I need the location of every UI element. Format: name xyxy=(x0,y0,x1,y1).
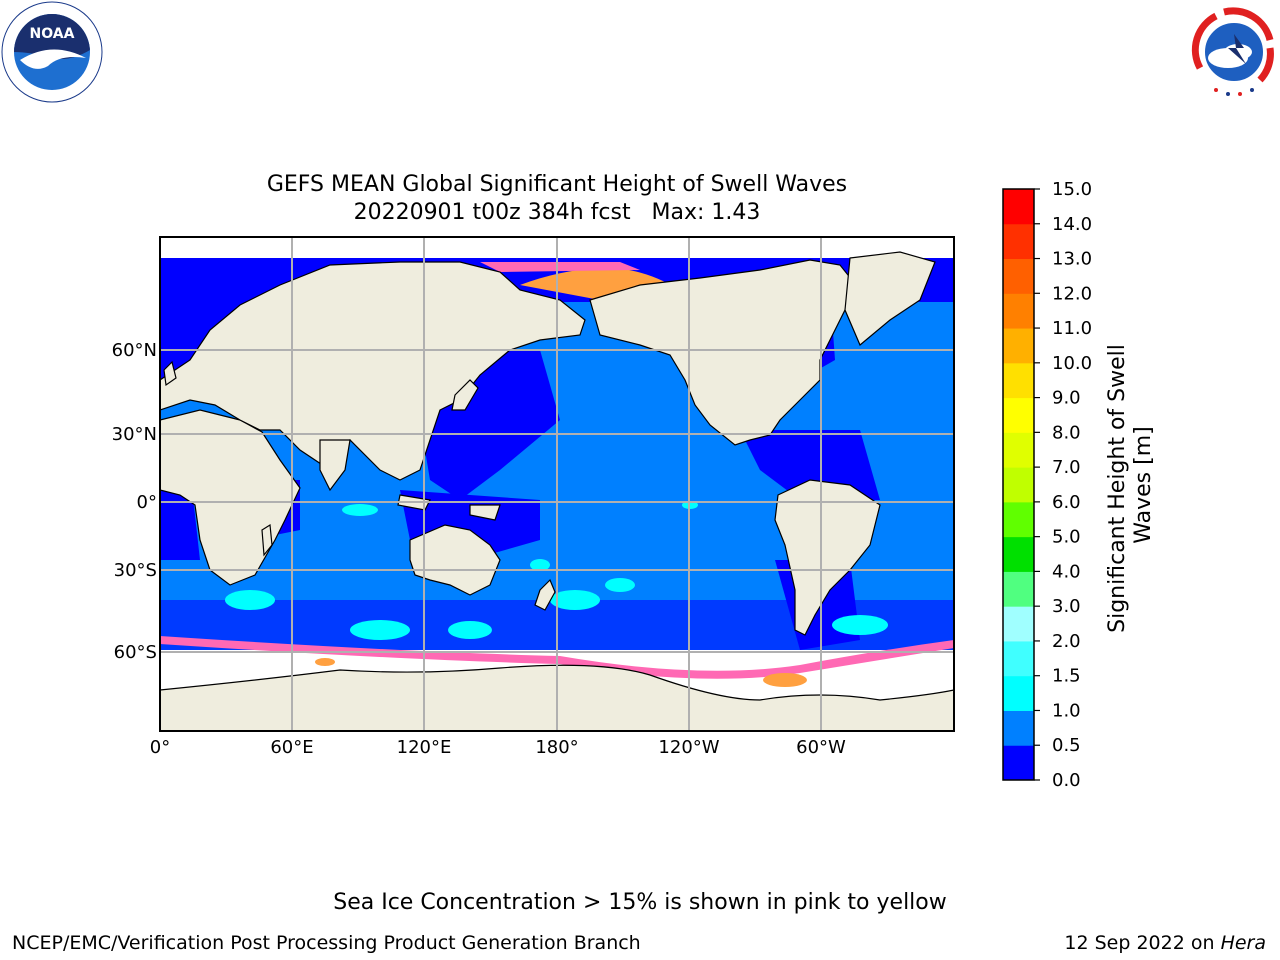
footer-credit: NCEP/EMC/Verification Post Processing Pr… xyxy=(12,932,641,954)
colorbar-tick-label: 1.0 xyxy=(1052,700,1081,721)
lat-label: 30°S xyxy=(114,560,157,581)
colorbar-segment xyxy=(1003,710,1034,746)
colorbar-tick-label: 4.0 xyxy=(1052,561,1081,582)
colorbar-tick-label: 10.0 xyxy=(1052,353,1092,374)
footer-date-text: 12 Sep 2022 on xyxy=(1064,932,1221,954)
new-guinea xyxy=(469,504,501,521)
colorbar-tick-label: 15.0 xyxy=(1052,179,1092,200)
footer-date: 12 Sep 2022 on Hera xyxy=(1064,932,1266,954)
lon-label: 0° xyxy=(150,737,170,758)
colorbar-segment xyxy=(1003,501,1034,538)
map-title: GEFS MEAN Global Significant Height of S… xyxy=(266,172,848,197)
colorbar-segment xyxy=(1003,536,1034,572)
greenland xyxy=(844,251,936,346)
colorbar-segment xyxy=(1003,293,1034,329)
colorbar-tick-label: 9.0 xyxy=(1052,388,1081,409)
colorbar-segment xyxy=(1003,223,1034,260)
colorbar-tick-label: 12.0 xyxy=(1052,283,1092,304)
lon-label: 180° xyxy=(535,737,578,758)
lat-label: 0° xyxy=(137,492,157,513)
colorbar-tick-label: 11.0 xyxy=(1052,318,1092,339)
noaa-logo-text: NOAA xyxy=(30,26,75,42)
colorbar-segment xyxy=(1003,362,1034,399)
colorbar-segment xyxy=(1003,675,1034,711)
latitude-labels: 60°N 30°N 0° 30°S 60°S xyxy=(112,340,157,663)
footer-host: Hera xyxy=(1220,932,1266,954)
high-swell-patches xyxy=(225,501,888,640)
colorbar-segment xyxy=(1003,432,1034,468)
colorbar-tick-label: 14.0 xyxy=(1052,214,1092,235)
longitude-labels: 0° 60°E 120°E 180° 120°W 60°W xyxy=(150,737,846,758)
india xyxy=(319,439,351,492)
lat-label: 60°S xyxy=(114,642,157,663)
colorbar-tick-label: 3.0 xyxy=(1052,596,1081,617)
map-area xyxy=(160,237,954,731)
colorbar-tick-label: 0.5 xyxy=(1052,735,1081,756)
colorbar-segment xyxy=(1003,328,1034,364)
colorbar: 0.0 0.5 1.0 1.5 2.0 3.0 4.0 5.0 6.0 7.0 8.0 9.0 10.0… xyxy=(1003,179,1092,791)
japan xyxy=(451,379,479,411)
british-isles xyxy=(163,360,177,387)
landmasses xyxy=(160,251,954,731)
colorbar-frame xyxy=(1002,188,1035,781)
nws-logo xyxy=(1190,7,1278,96)
noaa-logo: NOAA xyxy=(1,1,103,103)
colorbar-segment xyxy=(1003,640,1034,677)
colorbar-segment xyxy=(1003,571,1034,607)
sea-ice-note: Sea Ice Concentration > 15% is shown in … xyxy=(333,890,947,915)
colorbar-segment xyxy=(1003,258,1034,294)
colorbar-segment xyxy=(1003,467,1034,503)
colorbar-segment xyxy=(1003,745,1034,781)
north-america xyxy=(589,259,861,446)
colorbar-tick-label: 2.0 xyxy=(1052,631,1081,652)
colorbar-label-line1: Significant Height of Swell xyxy=(1105,344,1130,633)
colorbar-tick-label: 0.0 xyxy=(1052,770,1081,791)
new-zealand xyxy=(534,578,556,611)
map-frame xyxy=(159,236,955,732)
colorbar-tick-label: 8.0 xyxy=(1052,422,1081,443)
gridlines xyxy=(160,237,954,731)
colorbar-segment xyxy=(1003,189,1034,225)
colorbar-tick-label: 5.0 xyxy=(1052,527,1081,548)
colorbar-segment xyxy=(1003,397,1034,433)
colorbar-tick-label: 1.5 xyxy=(1052,666,1081,687)
lat-label: 60°N xyxy=(112,340,157,361)
lon-label: 60°E xyxy=(270,737,313,758)
lon-label: 120°E xyxy=(397,737,452,758)
south-america xyxy=(774,479,881,636)
australia xyxy=(409,524,501,596)
lon-label: 60°W xyxy=(796,737,846,758)
madagascar xyxy=(261,523,273,557)
colorbar-tick-label: 6.0 xyxy=(1052,492,1081,513)
colorbar-label-line2: Waves [m] xyxy=(1131,426,1156,543)
map-subtitle: 20220901 t00z 384h fcst Max: 1.43 xyxy=(353,200,761,225)
colorbar-label: Significant Height of Swell Waves [m] xyxy=(1105,337,1156,633)
colorbar-segment xyxy=(1003,606,1034,642)
colorbar-tick-label: 13.0 xyxy=(1052,249,1092,270)
colorbar-tick-label: 7.0 xyxy=(1052,457,1081,478)
lon-label: 120°W xyxy=(658,737,719,758)
lat-label: 30°N xyxy=(112,424,157,445)
